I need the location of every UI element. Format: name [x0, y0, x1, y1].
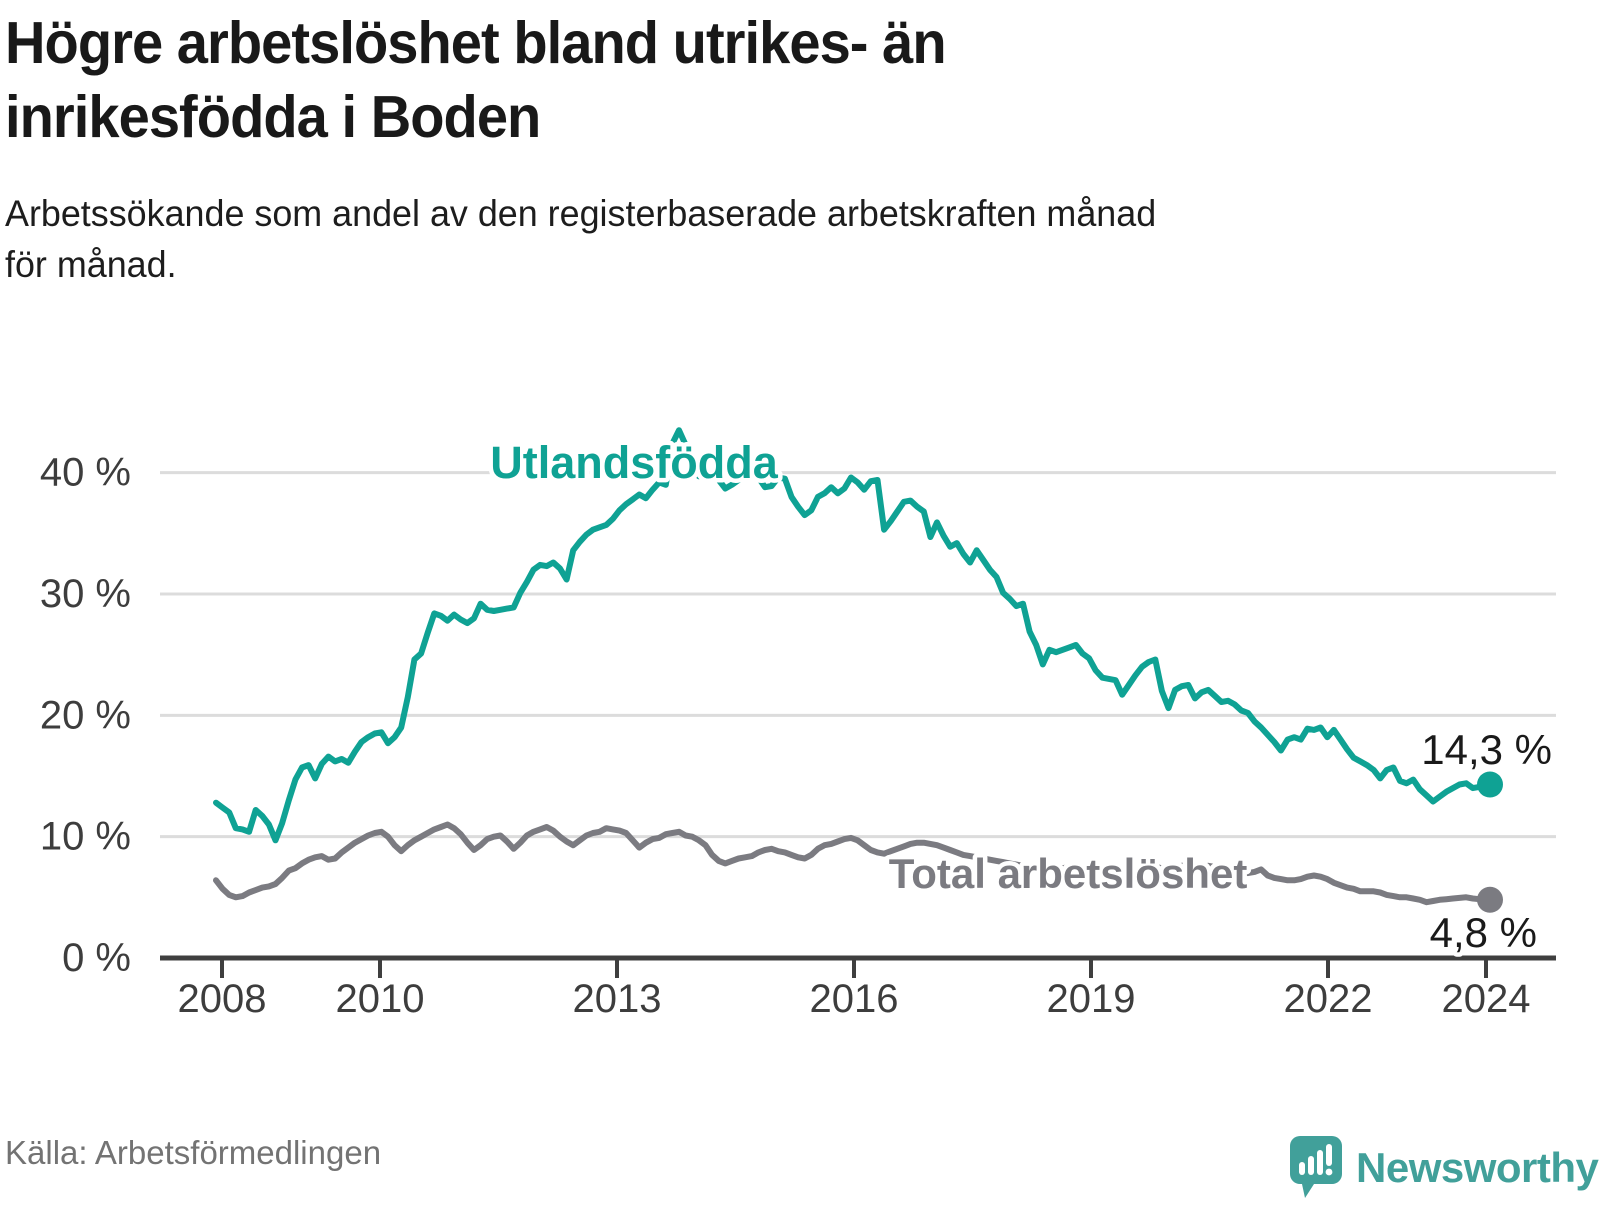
- y-axis-label-20: 20 %: [40, 693, 131, 737]
- title-line-2: inrikesfödda i Boden: [5, 84, 541, 151]
- title-line-1: Högre arbetslöshet bland utrikes- än: [5, 10, 947, 76]
- total-arbetsloshet-line: [213, 821, 1489, 906]
- utlandsfodda-end-dot: [1477, 771, 1503, 798]
- newsworthy-logo-text: Newsworthy: [1356, 1144, 1599, 1191]
- page-title: Högre arbetslöshet bland utrikes- än inr…: [5, 6, 947, 155]
- x-axis-label-2016: 2016: [810, 977, 899, 1021]
- series-label-utlandsfodda: Utlandsfödda: [490, 437, 778, 488]
- y-axis-label-0: 0 %: [62, 936, 131, 980]
- y-axis-label-10: 10 %: [40, 815, 131, 859]
- y-axis-label-30: 30 %: [40, 572, 131, 616]
- x-axis-label-2013: 2013: [573, 977, 662, 1021]
- subtitle-line-1: Arbetssökande som andel av den registerb…: [5, 193, 1157, 234]
- subtitle-line-2: för månad.: [5, 244, 177, 286]
- newsworthy-logo-icon: [1290, 1136, 1342, 1198]
- x-axis-label-2010: 2010: [336, 977, 425, 1021]
- newsworthy-logo[interactable]: Newsworthy: [1290, 1136, 1599, 1200]
- y-axis-label-40: 40 %: [40, 451, 131, 495]
- source-note: Källa: Arbetsförmedlingen: [5, 1134, 382, 1171]
- value-label-utlandsfodda: 14,3 %: [1421, 726, 1552, 773]
- series-label-total-arbetsloshet: Total arbetslöshet: [889, 850, 1248, 897]
- utlandsfodda-line: [213, 427, 1489, 844]
- chart-subtitle: Arbetssökande som andel av den registerb…: [5, 188, 1156, 290]
- x-axis-label-2022: 2022: [1284, 977, 1373, 1021]
- total-arbetsloshet-end-dot: [1477, 886, 1503, 913]
- value-label-total: 4,8 %: [1430, 909, 1537, 956]
- x-axis-label-2024: 2024: [1442, 977, 1531, 1021]
- x-axis-label-2008: 2008: [178, 977, 267, 1021]
- x-axis-label-2019: 2019: [1047, 977, 1136, 1021]
